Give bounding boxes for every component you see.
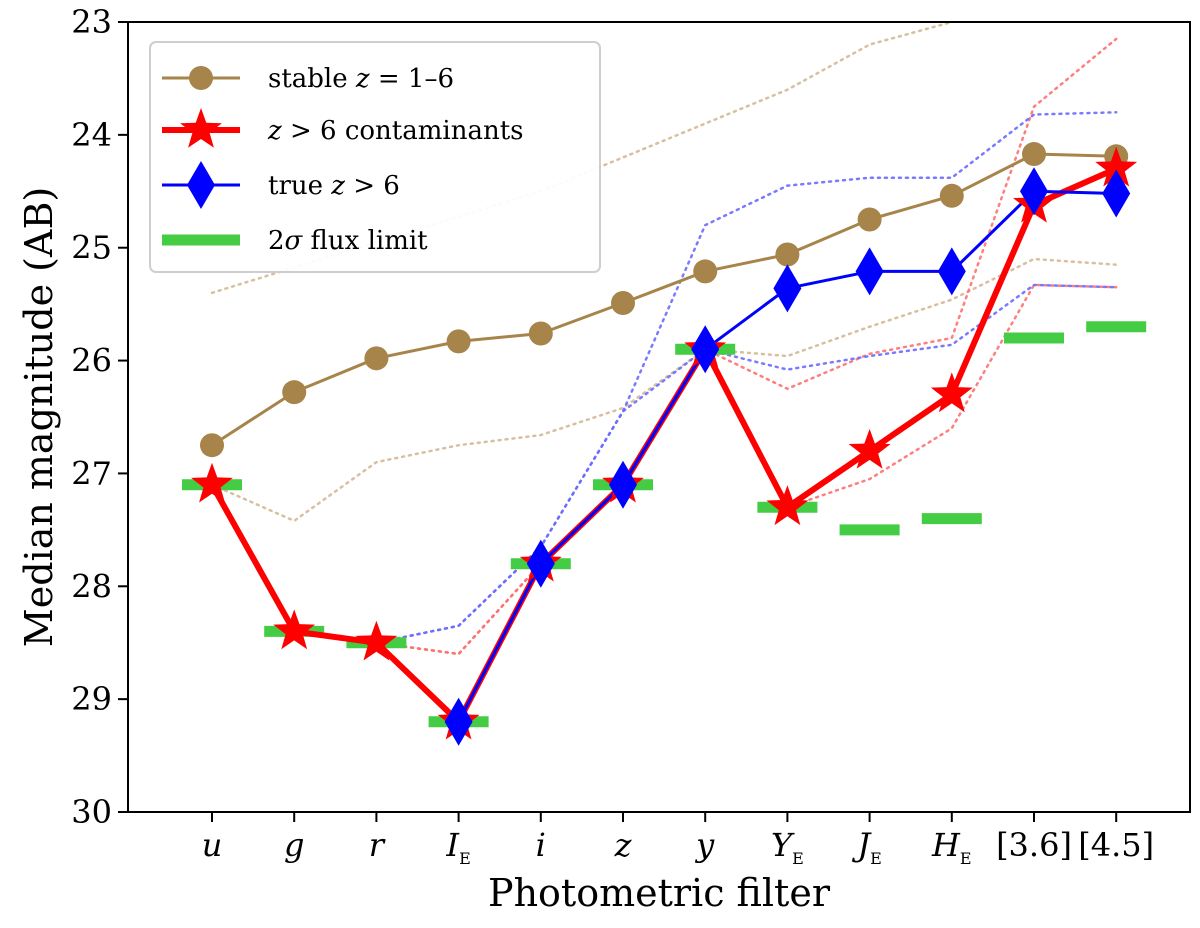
legend-box xyxy=(149,41,601,273)
x-tick-label: [4.5] xyxy=(1078,826,1154,864)
y-axis: 23 24 25 26 27 28 29 30 xyxy=(71,3,128,831)
x-tick-label: u xyxy=(202,826,223,864)
x-axis-title: Photometric filter xyxy=(488,871,831,915)
legend-label-part: flux limit xyxy=(302,226,428,256)
data-point-circle xyxy=(1022,142,1046,167)
legend-label: z > 6 contaminants xyxy=(267,116,524,146)
legend-label-part: > 6 xyxy=(345,171,400,201)
x-tick-label: YE xyxy=(771,826,804,868)
x-tick-label: g xyxy=(284,826,304,864)
data-point-diamond xyxy=(773,264,802,313)
x-tick-label-base: u xyxy=(202,826,223,864)
y-tick-label: 24 xyxy=(71,116,112,154)
x-tick-label-sub: E xyxy=(459,849,471,868)
flux-limit-layer xyxy=(182,321,1147,728)
data-point-diamond xyxy=(855,247,884,296)
data-point-circle xyxy=(200,433,224,458)
data-point-diamond xyxy=(1020,167,1048,216)
data-point-circle xyxy=(939,183,964,208)
legend-label: 2σ flux limit xyxy=(268,226,428,256)
data-point-diamond xyxy=(526,539,555,588)
y-tick-label: 25 xyxy=(71,229,112,267)
y-tick-label: 29 xyxy=(71,680,112,718)
x-tick-label-sub: E xyxy=(870,849,882,868)
data-point-star xyxy=(848,428,891,469)
x-tick-label-base: z xyxy=(614,826,633,864)
legend-marker-circle xyxy=(189,66,213,90)
data-point-circle xyxy=(282,380,307,405)
data-point-diamond xyxy=(937,247,966,296)
legend-label: true z > 6 xyxy=(268,171,400,201)
legend-label-part: σ xyxy=(285,226,304,256)
data-point-diamond xyxy=(444,697,473,746)
y-tick-label: 26 xyxy=(71,342,112,380)
data-point-circle xyxy=(693,259,718,284)
data-point-star xyxy=(355,620,398,661)
x-tick-label-base: r xyxy=(369,826,386,864)
x-tick-label: HE xyxy=(931,826,972,868)
y-tick-label: 23 xyxy=(71,3,112,41)
data-point-circle xyxy=(775,242,800,267)
x-tick-label: IE xyxy=(445,826,470,868)
y-tick-label: 27 xyxy=(71,454,112,492)
data-point-circle xyxy=(611,291,635,316)
series-line-circle xyxy=(211,152,1117,447)
data-point-diamond xyxy=(691,325,720,374)
y-tick-label: 28 xyxy=(71,567,112,605)
x-tick-label: z xyxy=(614,826,633,864)
legend-label-part: z xyxy=(355,64,370,94)
x-tick-label-base: y xyxy=(694,826,715,864)
x-tick-label-base: [3.6] xyxy=(996,826,1072,864)
data-point-star xyxy=(191,462,233,503)
legend-label: stable z = 1–6 xyxy=(268,64,454,94)
legend-label-part: true xyxy=(268,171,331,201)
x-tick-label-base: i xyxy=(536,826,546,864)
data-point-diamond xyxy=(609,460,637,509)
x-tick-label-base: g xyxy=(284,826,304,864)
x-tick-label: JE xyxy=(851,826,882,868)
x-tick-label: y xyxy=(694,826,715,864)
plot-frame xyxy=(127,21,1191,813)
data-point-circle xyxy=(857,207,882,232)
legend-label-part: 2 xyxy=(268,226,285,256)
data-point-circle xyxy=(364,346,389,371)
data-point-star xyxy=(766,485,809,526)
x-tick-label-base: [4.5] xyxy=(1078,826,1154,864)
legend-label-part: z xyxy=(267,116,282,146)
data-point-circle xyxy=(446,329,471,354)
data-point-circle xyxy=(528,321,553,346)
series-layer xyxy=(191,142,1138,746)
x-tick-label-base: I xyxy=(445,826,460,864)
x-tick-label-sub: E xyxy=(960,849,972,868)
legend-marker-star xyxy=(180,108,222,148)
x-axis: u g r IE i z y YE JE HE [3.6] [4.5] xyxy=(202,812,1154,868)
x-tick-label: [3.6] xyxy=(996,826,1072,864)
data-point-diamond xyxy=(1102,169,1131,218)
data-point-star xyxy=(930,372,973,413)
legend-label-part: > 6 contaminants xyxy=(282,116,524,146)
x-tick-label-base: Y xyxy=(771,826,795,864)
data-point-star xyxy=(1095,146,1138,187)
legend-label-part: = 1–6 xyxy=(370,64,454,94)
y-tick-label: 30 xyxy=(71,793,112,831)
y-axis-title: Median magnitude (AB) xyxy=(17,187,61,647)
legend-label-part: z xyxy=(330,171,345,201)
x-tick-label-sub: E xyxy=(792,849,804,868)
legend-label-part: stable xyxy=(268,64,356,94)
legend-marker-diamond xyxy=(187,161,215,209)
x-tick-label: i xyxy=(536,826,546,864)
percentile-band-2-upper xyxy=(375,283,1118,644)
x-tick-label-base: J xyxy=(851,826,872,864)
x-tick-label-base: H xyxy=(931,826,961,864)
x-tick-label: r xyxy=(369,826,386,864)
percentile-band-0-upper xyxy=(210,257,1118,523)
data-point-star xyxy=(273,609,316,650)
